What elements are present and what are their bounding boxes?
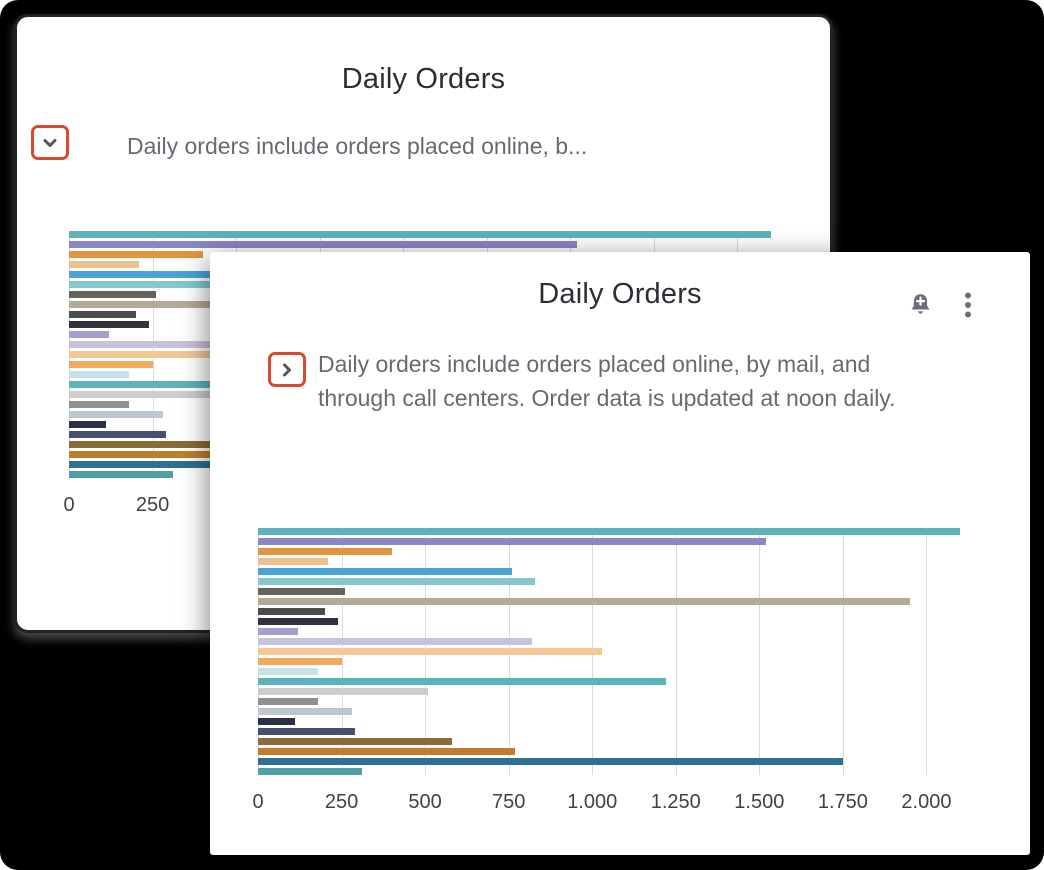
gridline bbox=[842, 528, 844, 775]
bar bbox=[258, 758, 843, 765]
bar bbox=[258, 528, 960, 535]
bar bbox=[258, 568, 512, 575]
bar bbox=[258, 718, 295, 725]
bar bbox=[258, 678, 666, 685]
x-tick-label: 1.750 bbox=[817, 791, 868, 813]
bar bbox=[258, 538, 767, 545]
x-tick-label: 0 bbox=[63, 494, 75, 516]
bell-plus-icon bbox=[911, 293, 930, 314]
bar bbox=[258, 578, 536, 585]
bar bbox=[258, 768, 362, 775]
x-tick-label: 500 bbox=[408, 791, 442, 813]
gridline bbox=[675, 528, 677, 775]
bar bbox=[69, 241, 578, 248]
chevron-right-icon bbox=[283, 363, 291, 376]
bar bbox=[258, 618, 339, 625]
bar bbox=[258, 608, 325, 615]
bar bbox=[258, 738, 452, 745]
expand-description-button[interactable] bbox=[268, 352, 306, 387]
bar bbox=[258, 588, 345, 595]
bar bbox=[69, 371, 130, 378]
bar-series bbox=[258, 528, 1010, 775]
x-tick-label: 1.250 bbox=[650, 791, 701, 813]
bar bbox=[69, 261, 140, 268]
chevron-down-icon bbox=[43, 138, 57, 147]
bar bbox=[258, 598, 910, 605]
bar bbox=[258, 658, 342, 665]
card-description: Daily orders include orders placed onlin… bbox=[318, 351, 896, 411]
bar bbox=[69, 431, 166, 438]
bar bbox=[69, 321, 150, 328]
bar bbox=[258, 698, 319, 705]
collapse-description-button[interactable] bbox=[31, 125, 69, 160]
bar bbox=[69, 281, 347, 288]
x-tick-label: 2.000 bbox=[901, 791, 952, 813]
bar bbox=[258, 728, 355, 735]
bar bbox=[69, 231, 771, 238]
bar bbox=[69, 341, 344, 348]
bar bbox=[69, 251, 203, 258]
bar bbox=[258, 558, 329, 565]
front-card: Daily Orders Daily o bbox=[210, 252, 1030, 855]
bar bbox=[258, 668, 319, 675]
bar bbox=[69, 471, 173, 478]
bar bbox=[69, 441, 263, 448]
bar bbox=[258, 628, 299, 635]
bar bbox=[69, 331, 110, 338]
add-alert-button[interactable] bbox=[907, 291, 934, 320]
x-axis: 0 250 500 750 1.000 1.250 1.500 1.750 2.000 bbox=[252, 775, 1010, 817]
bar bbox=[69, 451, 327, 458]
card-description: Daily orders include orders placed onlin… bbox=[127, 133, 588, 159]
bar bbox=[69, 271, 323, 278]
bar bbox=[69, 361, 153, 368]
page-title: Daily Orders bbox=[341, 63, 506, 95]
bar bbox=[258, 688, 429, 695]
kebab-menu-icon bbox=[965, 292, 971, 318]
gridline bbox=[759, 528, 761, 775]
bar bbox=[69, 391, 240, 398]
more-options-button[interactable] bbox=[964, 291, 972, 319]
bar bbox=[69, 291, 156, 298]
page-title: Daily Orders bbox=[538, 278, 702, 310]
bar bbox=[258, 748, 516, 755]
bar bbox=[69, 411, 163, 418]
x-tick-label: 1.000 bbox=[567, 791, 618, 813]
bar bbox=[258, 548, 392, 555]
bar bbox=[258, 648, 603, 655]
bar bbox=[69, 421, 106, 428]
card-toolbar bbox=[907, 288, 972, 322]
bar bbox=[69, 401, 130, 408]
x-tick-label: 750 bbox=[491, 791, 526, 813]
bar bbox=[69, 311, 136, 318]
gridline bbox=[926, 528, 928, 775]
x-tick-label: 250 bbox=[324, 791, 359, 813]
orders-bar-chart: 0 250 500 750 1.000 1.250 1.500 1.750 2.000 bbox=[252, 528, 1010, 813]
bar bbox=[258, 638, 533, 645]
x-tick-label: 0 bbox=[252, 791, 264, 813]
x-tick-label: 250 bbox=[135, 494, 170, 516]
x-tick-label: 1.500 bbox=[734, 791, 785, 813]
bar bbox=[258, 708, 352, 715]
